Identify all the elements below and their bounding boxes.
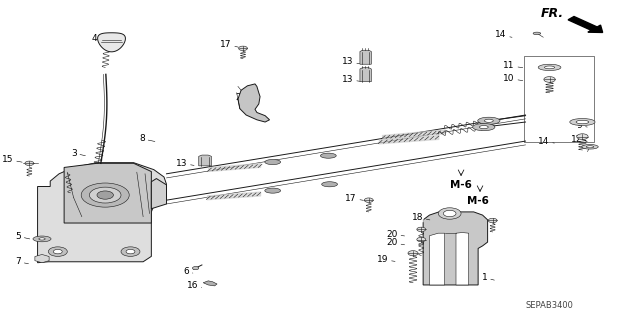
Text: 10: 10 <box>503 74 523 83</box>
Ellipse shape <box>582 145 598 149</box>
Circle shape <box>53 249 62 254</box>
Text: 13: 13 <box>342 57 360 66</box>
Text: 8: 8 <box>140 134 155 143</box>
Circle shape <box>417 227 426 232</box>
Ellipse shape <box>477 117 500 124</box>
FancyArrow shape <box>568 17 603 33</box>
Text: 20: 20 <box>387 238 404 247</box>
Text: 17: 17 <box>220 40 238 49</box>
Text: 17: 17 <box>345 194 364 203</box>
Text: 13: 13 <box>342 75 360 84</box>
Text: 12: 12 <box>571 135 588 144</box>
Text: 14: 14 <box>495 31 512 40</box>
Text: 13: 13 <box>176 159 194 168</box>
Circle shape <box>364 198 373 202</box>
Text: 1: 1 <box>482 273 495 282</box>
Ellipse shape <box>473 123 495 131</box>
Polygon shape <box>151 179 166 209</box>
Circle shape <box>438 208 461 219</box>
Text: FR.: FR. <box>540 7 563 20</box>
Ellipse shape <box>538 64 561 70</box>
Bar <box>524 56 594 142</box>
Ellipse shape <box>265 188 280 193</box>
Text: 7: 7 <box>15 257 29 266</box>
Ellipse shape <box>576 120 589 124</box>
Text: 14: 14 <box>538 137 554 145</box>
Ellipse shape <box>33 236 51 242</box>
Circle shape <box>193 267 199 270</box>
Text: 18: 18 <box>412 213 430 222</box>
Circle shape <box>417 237 426 242</box>
Circle shape <box>577 134 588 139</box>
Ellipse shape <box>545 66 555 69</box>
Ellipse shape <box>321 153 336 158</box>
Text: 4: 4 <box>92 34 104 43</box>
Circle shape <box>97 191 113 199</box>
Text: 19: 19 <box>377 255 395 264</box>
Polygon shape <box>360 68 371 82</box>
Circle shape <box>408 251 418 256</box>
Circle shape <box>444 210 456 217</box>
Circle shape <box>81 183 129 207</box>
Ellipse shape <box>322 182 337 187</box>
Ellipse shape <box>479 126 488 129</box>
Polygon shape <box>98 33 125 52</box>
Circle shape <box>239 46 248 50</box>
Polygon shape <box>429 233 445 285</box>
Circle shape <box>25 161 34 166</box>
Circle shape <box>544 77 556 82</box>
Polygon shape <box>35 255 49 263</box>
Ellipse shape <box>484 119 493 122</box>
Polygon shape <box>38 163 166 263</box>
Text: 9: 9 <box>577 121 588 130</box>
Circle shape <box>488 218 497 223</box>
Circle shape <box>126 249 135 254</box>
Polygon shape <box>203 281 217 286</box>
Circle shape <box>90 187 121 203</box>
Text: 15: 15 <box>2 155 22 164</box>
Ellipse shape <box>265 160 280 165</box>
Polygon shape <box>360 50 371 64</box>
Polygon shape <box>199 155 211 166</box>
Text: 16: 16 <box>187 281 202 290</box>
Ellipse shape <box>533 32 541 35</box>
Polygon shape <box>64 163 151 223</box>
Text: 20: 20 <box>387 230 404 239</box>
Text: 6: 6 <box>184 267 193 276</box>
Polygon shape <box>238 84 269 122</box>
Text: M-6: M-6 <box>467 196 489 206</box>
Text: 2: 2 <box>236 93 250 102</box>
Ellipse shape <box>586 146 594 148</box>
Text: 5: 5 <box>15 232 30 241</box>
Polygon shape <box>423 210 488 285</box>
Text: 3: 3 <box>71 149 85 158</box>
Text: 11: 11 <box>503 61 523 70</box>
Text: M-6: M-6 <box>450 180 472 190</box>
Ellipse shape <box>39 238 45 240</box>
Circle shape <box>48 247 67 256</box>
Text: SEPAB3400: SEPAB3400 <box>525 301 573 310</box>
Ellipse shape <box>570 119 595 125</box>
Circle shape <box>121 247 140 256</box>
Polygon shape <box>456 233 468 285</box>
